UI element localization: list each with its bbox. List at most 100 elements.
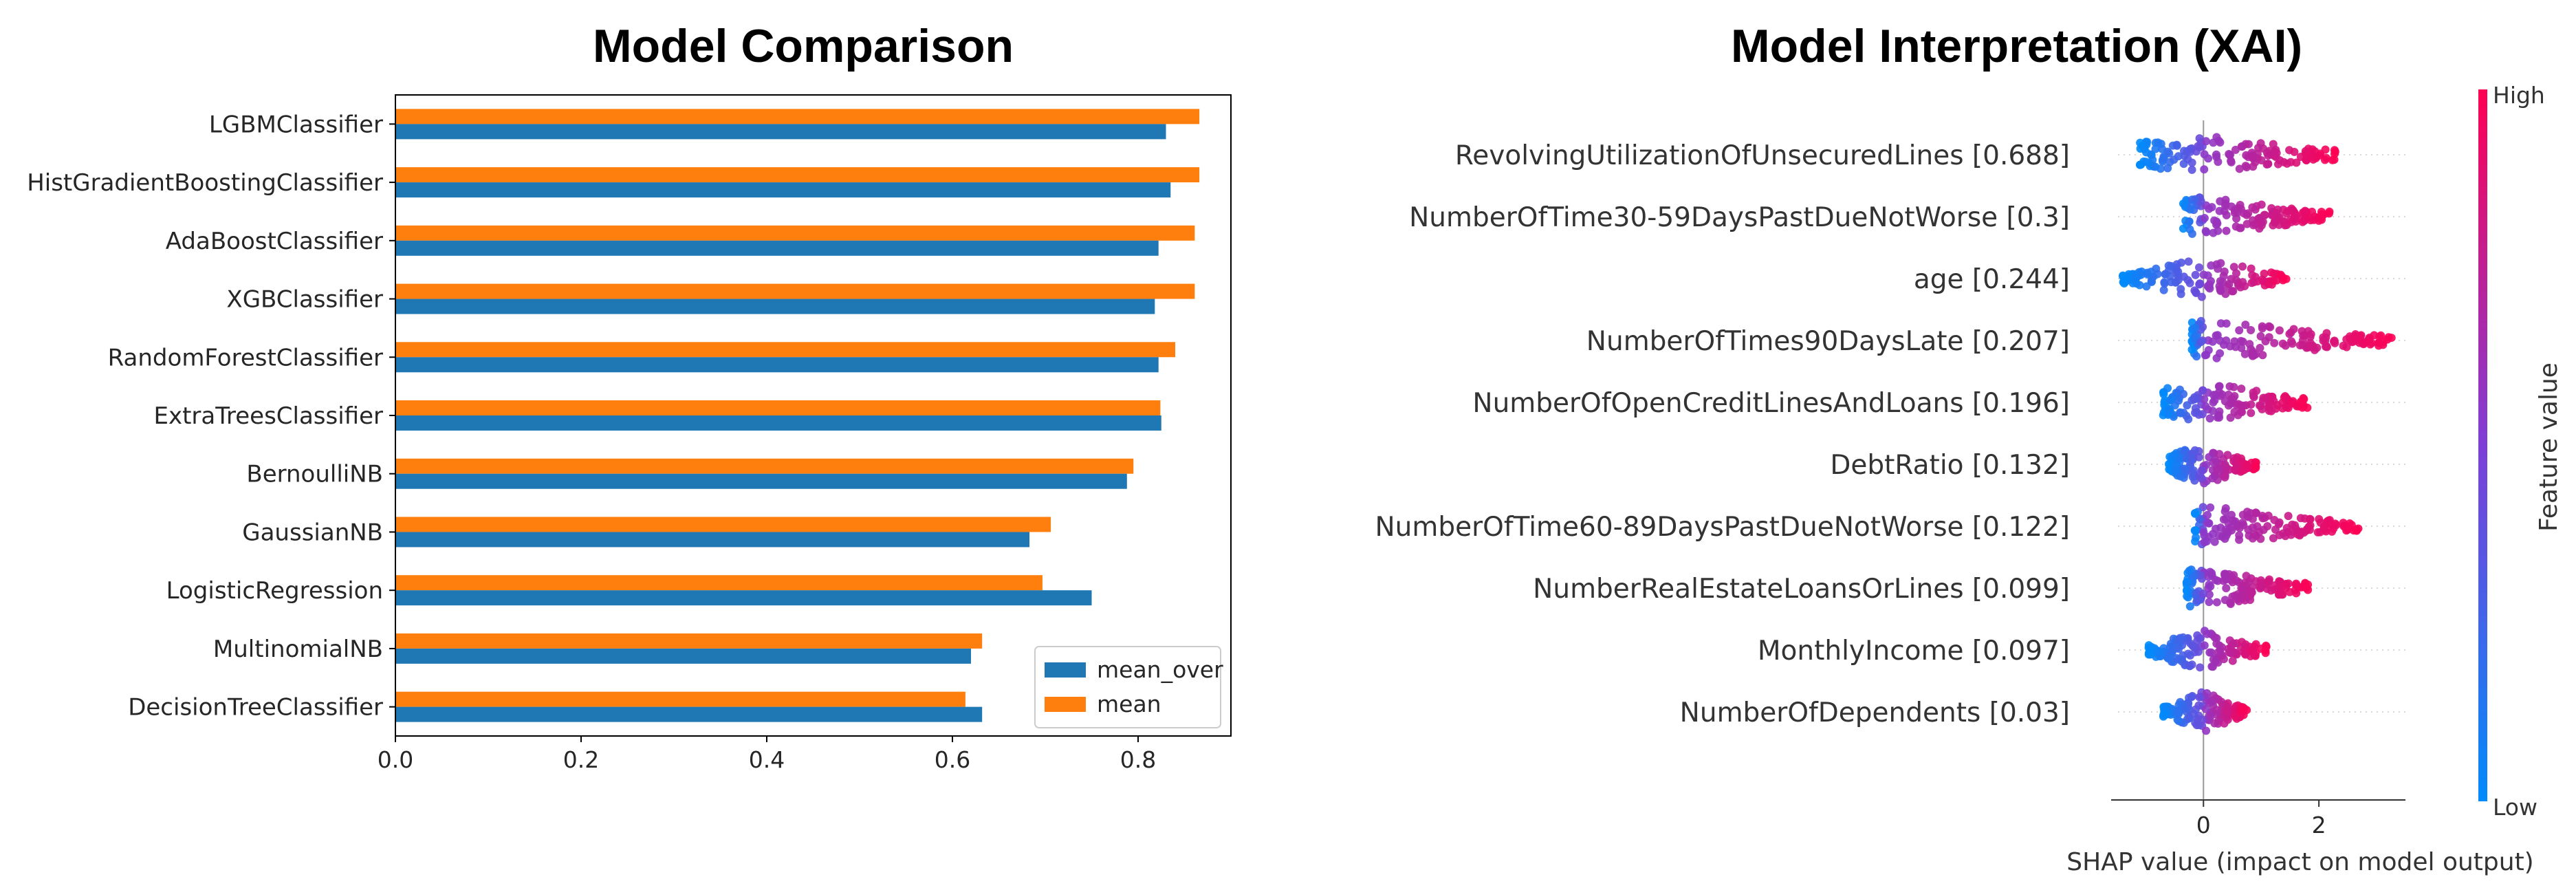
shap-dot xyxy=(2229,382,2238,391)
shap-dot xyxy=(2208,407,2217,415)
shap-dot xyxy=(2216,285,2225,294)
shap-dot xyxy=(2238,142,2247,151)
shap-dot xyxy=(2256,534,2265,543)
feature-dots xyxy=(2179,193,2334,238)
colorbar-high-label: High xyxy=(2493,82,2545,109)
shap-dot xyxy=(2275,326,2284,335)
shap-dot xyxy=(2151,162,2160,171)
y-tick-label: RandomForestClassifier xyxy=(108,344,383,371)
colorbar-low-label: Low xyxy=(2493,794,2537,821)
shap-dot xyxy=(2229,516,2238,525)
bar-mean xyxy=(395,575,1043,591)
shap-dot xyxy=(2257,583,2266,592)
shap-dot xyxy=(2205,280,2214,289)
shap-dot xyxy=(2182,586,2191,595)
shap-dot xyxy=(2120,279,2129,288)
feature-dots xyxy=(2119,257,2291,301)
shap-dot xyxy=(2248,203,2257,212)
shap-dot xyxy=(2183,593,2192,602)
shap-dot xyxy=(2274,213,2283,222)
shap-dot xyxy=(2124,270,2133,279)
shap-dot xyxy=(2194,701,2203,710)
bar-mean-over xyxy=(395,240,1159,256)
shap-dot xyxy=(2222,226,2231,235)
bar-mean xyxy=(395,167,1200,183)
shap-dot xyxy=(2261,393,2270,402)
shap-dot xyxy=(2305,526,2314,534)
shap-dot xyxy=(2281,341,2290,350)
shap-dot xyxy=(2222,575,2231,584)
shap-dot xyxy=(2136,138,2145,147)
shap-dot xyxy=(2174,655,2183,664)
shap-dot xyxy=(2208,530,2217,539)
shap-dot xyxy=(2198,466,2207,475)
shap-dot xyxy=(2185,225,2194,234)
shap-dot xyxy=(2181,446,2190,455)
shap-dot xyxy=(2241,321,2250,329)
shap-dot xyxy=(2190,323,2199,332)
y-tick-label: BernoulliNB xyxy=(246,461,383,488)
bar-mean xyxy=(395,283,1195,299)
shap-dot xyxy=(2264,160,2273,169)
y-tick-label: LogisticRegression xyxy=(166,577,383,605)
shap-dot xyxy=(2179,224,2187,233)
shap-dot xyxy=(2196,663,2205,672)
shap-dot xyxy=(2216,336,2225,345)
shap-dot xyxy=(2201,402,2210,411)
shap-dot xyxy=(2200,641,2209,650)
shap-dot xyxy=(2223,707,2231,716)
shap-dot xyxy=(2183,578,2192,587)
shap-dot xyxy=(2172,141,2181,150)
y-tick-label: LGBMClassifier xyxy=(209,111,383,138)
shap-dot xyxy=(2266,323,2275,332)
shap-dot xyxy=(2247,400,2256,409)
shap-dot xyxy=(2308,153,2317,162)
shap-dot xyxy=(2159,153,2168,162)
shap-dot xyxy=(2247,279,2256,288)
shap-dot xyxy=(2342,526,2351,535)
bar-mean xyxy=(395,400,1161,415)
shap-dot xyxy=(2200,214,2209,223)
shap-dot xyxy=(2286,530,2295,539)
shap-dot xyxy=(2339,519,2348,528)
shap-dot xyxy=(2229,263,2238,272)
shap-dot xyxy=(2238,278,2247,287)
legend-label-mean-over: mean_over xyxy=(1097,656,1223,683)
shap-dot xyxy=(2286,328,2295,337)
shap-dot xyxy=(2214,136,2223,145)
shap-dot xyxy=(2213,413,2222,422)
shap-dot xyxy=(2174,645,2183,653)
y-tick-label: DecisionTreeClassifier xyxy=(128,694,383,722)
shap-dot xyxy=(2292,589,2301,598)
bar-mean-over xyxy=(395,357,1159,373)
shap-dot xyxy=(2171,462,2180,470)
shap-dot xyxy=(2210,537,2219,546)
shap-dot xyxy=(2204,584,2213,593)
shap-dot xyxy=(2169,634,2178,643)
bar-mean xyxy=(395,517,1051,532)
shap-dot xyxy=(2147,277,2156,286)
bar-mean-over xyxy=(395,648,971,664)
shap-dot xyxy=(2222,336,2231,345)
shap-dot xyxy=(2192,721,2201,730)
shap-dot xyxy=(2159,390,2168,399)
shap-dot xyxy=(2222,515,2231,523)
shap-dot xyxy=(2148,642,2157,651)
plot-frame xyxy=(395,94,1232,737)
shap-dot xyxy=(2236,224,2245,232)
shap-dot xyxy=(2208,697,2217,706)
shap-dot xyxy=(2284,512,2293,521)
shap-dot xyxy=(2230,407,2239,416)
shap-dot xyxy=(2244,512,2253,521)
bar-mean-over xyxy=(395,473,1127,489)
shap-dot xyxy=(2174,268,2183,277)
shap-dot xyxy=(2187,165,2196,174)
shap-dot xyxy=(2269,534,2278,543)
shap-dot xyxy=(2258,324,2267,333)
shap-dot xyxy=(2321,336,2330,345)
shap-dot xyxy=(2227,642,2236,651)
shap-dot xyxy=(2238,585,2247,594)
shap-dot xyxy=(2218,390,2227,399)
feature-dots xyxy=(2164,446,2260,488)
shap-dot xyxy=(2159,711,2168,719)
